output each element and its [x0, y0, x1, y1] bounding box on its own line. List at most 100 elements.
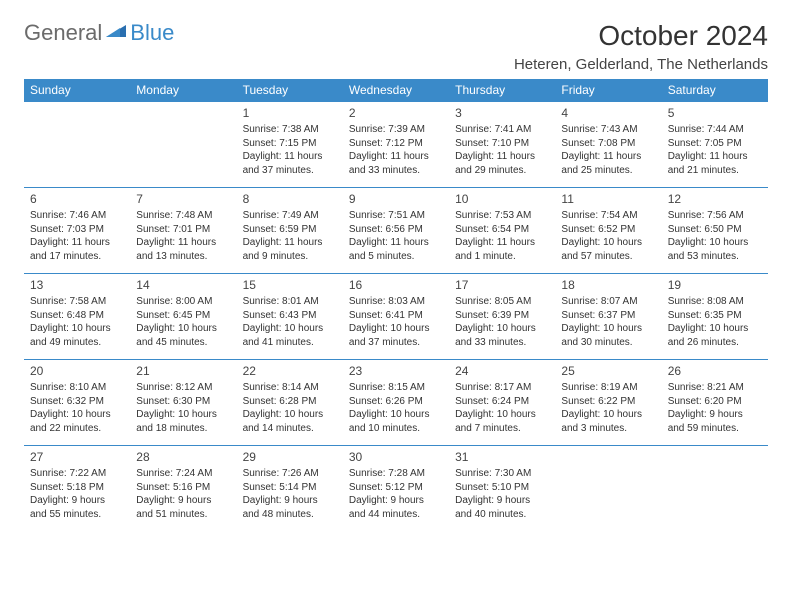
day-number: 1 [243, 105, 337, 121]
day-daylight: Daylight: 10 hours and 18 minutes. [136, 408, 230, 435]
day-number: 29 [243, 449, 337, 465]
day-number: 14 [136, 277, 230, 293]
day-number: 30 [349, 449, 443, 465]
calendar-row: 6Sunrise: 7:46 AMSunset: 7:03 PMDaylight… [24, 188, 768, 274]
day-sunset: Sunset: 5:10 PM [455, 481, 549, 495]
day-sunrise: Sunrise: 8:07 AM [561, 295, 655, 309]
day-header: Wednesday [343, 79, 449, 102]
calendar-cell: 20Sunrise: 8:10 AMSunset: 6:32 PMDayligh… [24, 360, 130, 446]
day-number: 4 [561, 105, 655, 121]
day-sunset: Sunset: 5:18 PM [30, 481, 124, 495]
day-header-row: Sunday Monday Tuesday Wednesday Thursday… [24, 79, 768, 102]
day-header: Thursday [449, 79, 555, 102]
day-daylight: Daylight: 9 hours and 51 minutes. [136, 494, 230, 521]
calendar-cell: 28 Sunrise: 7:24 AMSunset: 5:16 PMDayligh… [130, 446, 236, 532]
day-sunset: Sunset: 6:28 PM [243, 395, 337, 409]
calendar-cell: 26Sunrise: 8:21 AMSunset: 6:20 PMDayligh… [662, 360, 768, 446]
calendar-cell [130, 102, 236, 188]
day-sunset: Sunset: 6:48 PM [30, 309, 124, 323]
calendar-cell [24, 102, 130, 188]
page-title: October 2024 [514, 20, 768, 52]
day-sunset: Sunset: 6:59 PM [243, 223, 337, 237]
day-daylight: Daylight: 10 hours and 57 minutes. [561, 236, 655, 263]
calendar-cell: 18Sunrise: 8:07 AMSunset: 6:37 PMDayligh… [555, 274, 661, 360]
day-sunrise: Sunrise: 8:00 AM [136, 295, 230, 309]
day-sunset: Sunset: 6:37 PM [561, 309, 655, 323]
day-sunrise: Sunrise: 7:53 AM [455, 209, 549, 223]
day-sunrise: Sunrise: 7:49 AM [243, 209, 337, 223]
day-sunrise: Sunrise: 7:58 AM [30, 295, 124, 309]
day-daylight: Daylight: 11 hours and 5 minutes. [349, 236, 443, 263]
day-sunset: Sunset: 5:14 PM [243, 481, 337, 495]
day-sunrise: Sunrise: 8:14 AM [243, 381, 337, 395]
day-sunrise: Sunrise: 7:46 AM [30, 209, 124, 223]
day-sunset: Sunset: 6:45 PM [136, 309, 230, 323]
day-sunset: Sunset: 6:35 PM [668, 309, 762, 323]
day-sunset: Sunset: 5:16 PM [136, 481, 230, 495]
day-daylight: Daylight: 10 hours and 53 minutes. [668, 236, 762, 263]
day-sunset: Sunset: 7:10 PM [455, 137, 549, 151]
day-daylight: Daylight: 10 hours and 26 minutes. [668, 322, 762, 349]
day-sunrise: Sunrise: 7:22 AM [30, 467, 124, 481]
day-number: 25 [561, 363, 655, 379]
calendar-cell: 7Sunrise: 7:48 AMSunset: 7:01 PMDaylight… [130, 188, 236, 274]
day-number: 18 [561, 277, 655, 293]
day-number: 16 [349, 277, 443, 293]
day-sunrise: Sunrise: 7:24 AM [136, 467, 230, 481]
calendar-cell: 8Sunrise: 7:49 AMSunset: 6:59 PMDaylight… [237, 188, 343, 274]
calendar-cell: 31Sunrise: 7:30 AMSunset: 5:10 PMDayligh… [449, 446, 555, 532]
day-number: 22 [243, 363, 337, 379]
day-sunset: Sunset: 6:32 PM [30, 395, 124, 409]
calendar-cell: 14 Sunrise: 8:00 AMSunset: 6:45 PMDayligh… [130, 274, 236, 360]
day-sunrise: Sunrise: 7:56 AM [668, 209, 762, 223]
calendar-cell: 16Sunrise: 8:03 AMSunset: 6:41 PMDayligh… [343, 274, 449, 360]
day-sunrise: Sunrise: 7:28 AM [349, 467, 443, 481]
calendar-cell: 11Sunrise: 7:54 AMSunset: 6:52 PMDayligh… [555, 188, 661, 274]
day-header: Sunday [24, 79, 130, 102]
day-header: Monday [130, 79, 236, 102]
day-number: 12 [668, 191, 762, 207]
day-sunrise: Sunrise: 7:43 AM [561, 123, 655, 137]
calendar-table: Sunday Monday Tuesday Wednesday Thursday… [24, 79, 768, 532]
day-sunrise: Sunrise: 7:41 AM [455, 123, 549, 137]
calendar-cell: 19Sunrise: 8:08 AMSunset: 6:35 PMDayligh… [662, 274, 768, 360]
day-daylight: Daylight: 11 hours and 37 minutes. [243, 150, 337, 177]
day-sunset: Sunset: 6:52 PM [561, 223, 655, 237]
day-sunset: Sunset: 5:12 PM [349, 481, 443, 495]
calendar-row: 27 Sunrise: 7:22 AMSunset: 5:18 PM Dayligh… [24, 446, 768, 532]
day-sunrise: Sunrise: 8:19 AM [561, 381, 655, 395]
day-sunset: Sunset: 6:43 PM [243, 309, 337, 323]
calendar-cell: 5Sunrise: 7:44 AMSunset: 7:05 PMDaylight… [662, 102, 768, 188]
day-sunrise: Sunrise: 8:01 AM [243, 295, 337, 309]
calendar-cell: 21Sunrise: 8:12 AMSunset: 6:30 PMDayligh… [130, 360, 236, 446]
calendar-cell: 1Sunrise: 7:38 AMSunset: 7:15 PMDaylight… [237, 102, 343, 188]
day-sunrise: Sunrise: 7:51 AM [349, 209, 443, 223]
logo-text-general: General [24, 20, 102, 46]
day-sunset: Sunset: 7:12 PM [349, 137, 443, 151]
day-sunrise: Sunrise: 8:17 AM [455, 381, 549, 395]
day-sunset: Sunset: 6:22 PM [561, 395, 655, 409]
calendar-cell: 13Sunrise: 7:58 AMSunset: 6:48 PMDayligh… [24, 274, 130, 360]
day-sunrise: Sunrise: 7:39 AM [349, 123, 443, 137]
title-block: October 2024 Heteren, Gelderland, The Ne… [514, 20, 768, 73]
calendar-cell: 2Sunrise: 7:39 AMSunset: 7:12 PMDaylight… [343, 102, 449, 188]
day-daylight: Daylight: 11 hours and 17 minutes. [30, 236, 124, 263]
day-number: 28 [136, 449, 230, 465]
day-header: Friday [555, 79, 661, 102]
day-header: Saturday [662, 79, 768, 102]
calendar-cell: 29Sunrise: 7:26 AMSunset: 5:14 PMDayligh… [237, 446, 343, 532]
day-sunset: Sunset: 6:41 PM [349, 309, 443, 323]
day-number: 20 [30, 363, 124, 379]
calendar-cell: 23Sunrise: 8:15 AMSunset: 6:26 PMDayligh… [343, 360, 449, 446]
header: General Blue October 2024 Heteren, Gelde… [24, 20, 768, 73]
day-daylight: Daylight: 11 hours and 1 minute. [455, 236, 549, 263]
day-number: 27 [30, 449, 124, 465]
calendar-cell: 9Sunrise: 7:51 AMSunset: 6:56 PMDaylight… [343, 188, 449, 274]
day-sunrise: Sunrise: 8:21 AM [668, 381, 762, 395]
day-number: 17 [455, 277, 549, 293]
day-daylight: Daylight: 10 hours and 45 minutes. [136, 322, 230, 349]
day-sunset: Sunset: 6:20 PM [668, 395, 762, 409]
day-sunset: Sunset: 7:15 PM [243, 137, 337, 151]
calendar-cell: 25Sunrise: 8:19 AMSunset: 6:22 PMDayligh… [555, 360, 661, 446]
logo: General Blue [24, 20, 174, 46]
